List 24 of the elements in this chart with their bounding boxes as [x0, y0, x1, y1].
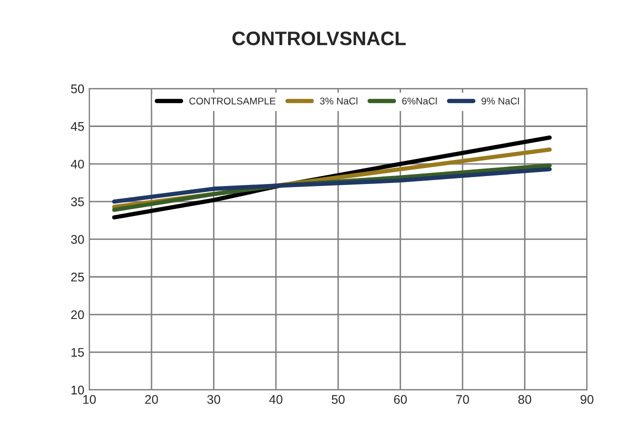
legend-label: CONTROLSAMPLE	[189, 98, 276, 104]
y-tick-label: 50	[71, 84, 84, 94]
x-tick-label: 30	[207, 395, 220, 404]
y-tick-label: 40	[70, 160, 84, 169]
y-tick-label: 30	[71, 235, 84, 244]
y-tick-label: 10	[72, 386, 84, 394]
y-tick-label: 20	[71, 310, 84, 320]
y-tick-label: 35	[71, 197, 84, 206]
chart-title: CONTROLVSNACL	[232, 32, 406, 46]
legend-label: 6%NaCl	[402, 97, 437, 104]
y-tick-label: 15	[72, 348, 84, 357]
x-tick-label: 40	[269, 395, 282, 404]
legend-label: 9% NaCl	[482, 97, 519, 104]
x-tick-label: 10	[83, 395, 96, 404]
x-tick-label: 80	[518, 395, 532, 404]
x-tick-label: 60	[394, 395, 407, 404]
x-tick-label: 90	[580, 395, 594, 404]
x-tick-label: 50	[332, 395, 345, 404]
x-tick-label: 70	[456, 395, 470, 404]
y-tick-label: 45	[70, 122, 84, 131]
x-tick-label: 20	[145, 395, 158, 404]
y-tick-label: 25	[71, 272, 84, 282]
legend-label: 3% NaCl	[320, 97, 358, 104]
line-series	[112, 167, 552, 204]
